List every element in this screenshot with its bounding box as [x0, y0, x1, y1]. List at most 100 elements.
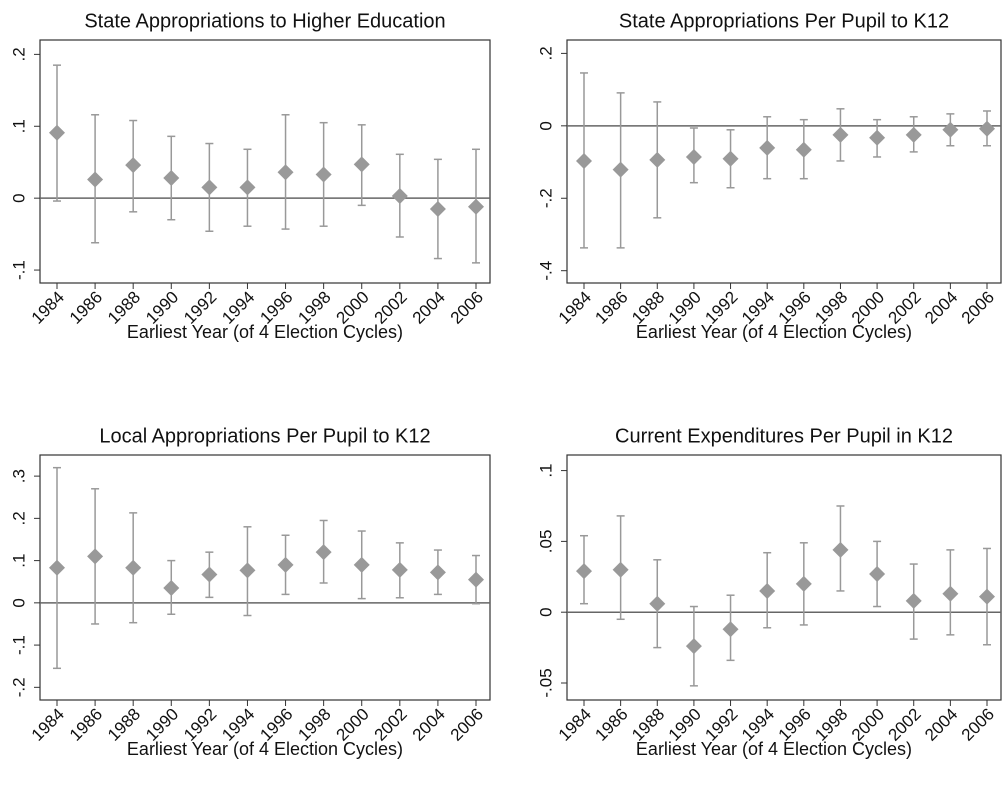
x-tick-label: 1984	[555, 288, 595, 328]
point	[795, 141, 812, 158]
point	[125, 559, 142, 576]
plot-frame	[566, 39, 1002, 284]
plot-frame	[39, 454, 491, 701]
y-tick-label: .1	[536, 463, 555, 477]
y-tick-label: 0	[9, 598, 28, 607]
point	[905, 126, 922, 143]
x-tick-label: 1986	[591, 288, 631, 328]
point	[832, 126, 849, 143]
point	[429, 564, 446, 581]
point	[163, 580, 180, 597]
y-tick-label: -.1	[9, 260, 28, 280]
point	[795, 575, 812, 592]
x-axis-label: Earliest Year (of 4 Election Cycles)	[636, 739, 912, 759]
x-axis-label: Earliest Year (of 4 Election Cycles)	[127, 739, 403, 759]
point	[576, 563, 592, 580]
y-tick-label: .2	[9, 47, 28, 61]
x-tick-label: 2004	[921, 288, 961, 328]
x-tick-label: 2004	[409, 705, 449, 745]
point	[905, 592, 922, 609]
point	[722, 150, 739, 167]
plot-frame	[566, 454, 1002, 701]
chart-title: Local Appropriations Per Pupil to K12	[99, 425, 430, 447]
point	[429, 200, 446, 217]
point	[942, 121, 959, 138]
point	[468, 198, 484, 215]
y-tick-label: 0	[536, 121, 555, 130]
x-tick-label: 1986	[66, 705, 106, 745]
y-tick-label: -.2	[536, 188, 555, 208]
point	[239, 562, 256, 579]
point	[759, 139, 776, 156]
y-tick-label: .1	[9, 119, 28, 133]
point	[869, 565, 886, 582]
x-tick-label: 2004	[921, 705, 961, 745]
chart-title: Current Expenditures Per Pupil in K12	[615, 425, 953, 447]
point	[49, 559, 65, 576]
x-tick-label: 2004	[409, 288, 449, 328]
point	[869, 129, 886, 146]
point	[722, 621, 739, 638]
panel: State Appropriations to Higher Education…	[9, 10, 491, 342]
point	[649, 151, 666, 168]
point	[612, 161, 629, 178]
chart-title: State Appropriations Per Pupil to K12	[619, 10, 949, 32]
x-tick-label: 1984	[555, 705, 595, 745]
x-tick-label: 1984	[28, 288, 68, 328]
x-tick-label: 1986	[591, 705, 631, 745]
y-tick-label: .2	[9, 511, 28, 525]
point	[685, 638, 702, 655]
point	[942, 585, 959, 602]
point	[576, 152, 592, 169]
y-tick-label: 0	[9, 193, 28, 202]
point	[612, 561, 629, 578]
plot-frame	[39, 39, 491, 284]
x-axis-label: Earliest Year (of 4 Election Cycles)	[636, 322, 912, 342]
point	[125, 157, 142, 174]
panel: Local Appropriations Per Pupil to K12 .3.…	[9, 425, 491, 759]
y-tick-label: .2	[536, 46, 555, 60]
y-tick-label: .1	[9, 554, 28, 568]
point	[315, 166, 332, 183]
point	[353, 156, 370, 173]
panel: Current Expenditures Per Pupil in K12 .1.…	[536, 425, 1002, 759]
point	[277, 164, 294, 181]
panel: State Appropriations Per Pupil to K12 .2 0…	[536, 10, 1002, 342]
point	[759, 582, 776, 599]
y-tick-label: -.4	[536, 261, 555, 281]
x-tick-label: 2006	[958, 705, 998, 745]
point	[277, 556, 294, 573]
point	[87, 548, 104, 565]
point	[391, 561, 408, 578]
x-tick-label: 1984	[28, 705, 68, 745]
y-tick-label: -.2	[9, 677, 28, 697]
point	[315, 544, 332, 561]
x-tick-label: 2006	[958, 288, 998, 328]
y-tick-label: .3	[9, 469, 28, 483]
point	[201, 566, 218, 583]
y-tick-label: .05	[536, 530, 555, 554]
point	[87, 171, 104, 188]
point	[832, 541, 849, 558]
point	[979, 588, 995, 605]
point	[468, 571, 484, 588]
point	[353, 556, 370, 573]
x-tick-label: 2006	[447, 705, 487, 745]
point	[49, 124, 65, 141]
point	[201, 179, 218, 196]
point	[391, 188, 408, 205]
x-tick-label: 2006	[447, 288, 487, 328]
point	[685, 148, 702, 165]
y-tick-label: -.1	[9, 635, 28, 655]
x-tick-label: 1986	[66, 288, 106, 328]
x-axis-label: Earliest Year (of 4 Election Cycles)	[127, 322, 403, 342]
point	[649, 595, 666, 612]
y-tick-label: 0	[536, 607, 555, 616]
point	[979, 120, 995, 137]
y-tick-label: -.05	[536, 668, 555, 697]
point	[239, 179, 256, 196]
chart-title: State Appropriations to Higher Education	[84, 10, 445, 32]
point	[163, 170, 180, 187]
